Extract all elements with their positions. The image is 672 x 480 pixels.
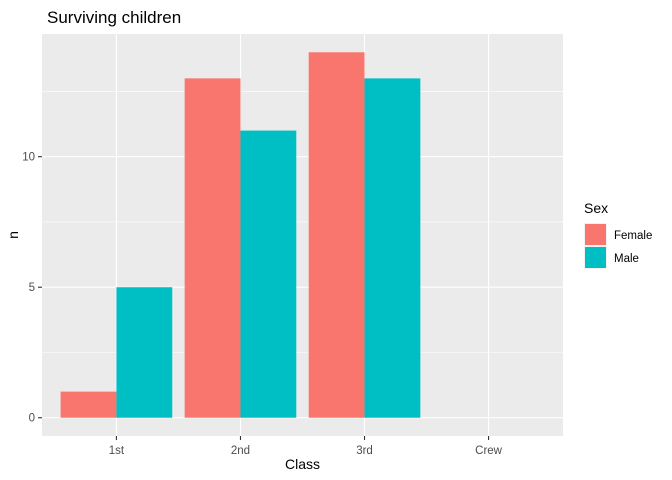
bar — [184, 78, 241, 418]
chart-title: Surviving children — [47, 8, 181, 27]
y-tick-label: 5 — [29, 282, 35, 294]
y-tick-label: 0 — [29, 413, 35, 425]
x-axis: 1st 2nd 3rd Crew — [109, 436, 503, 457]
bar — [116, 287, 173, 418]
bar — [308, 52, 365, 418]
bars — [60, 52, 421, 418]
legend-label: Female — [614, 230, 652, 242]
legend: Sex Female Male — [584, 200, 652, 269]
x-tick-label: Crew — [475, 445, 503, 457]
x-tick-label: 3rd — [356, 445, 373, 457]
legend-key-swatch — [585, 247, 606, 268]
legend-title: Sex — [584, 200, 608, 216]
y-tick-label: 10 — [22, 152, 35, 164]
legend-label: Male — [614, 253, 639, 265]
legend-key-swatch — [585, 224, 606, 245]
bar — [364, 78, 421, 418]
x-axis-title: Class — [285, 456, 320, 472]
y-axis-title: n — [5, 231, 21, 239]
x-tick-label: 1st — [109, 445, 125, 457]
y-axis: 0 5 10 — [22, 152, 42, 425]
bar — [60, 391, 117, 418]
x-tick-label: 2nd — [231, 445, 250, 457]
bar — [240, 130, 297, 418]
